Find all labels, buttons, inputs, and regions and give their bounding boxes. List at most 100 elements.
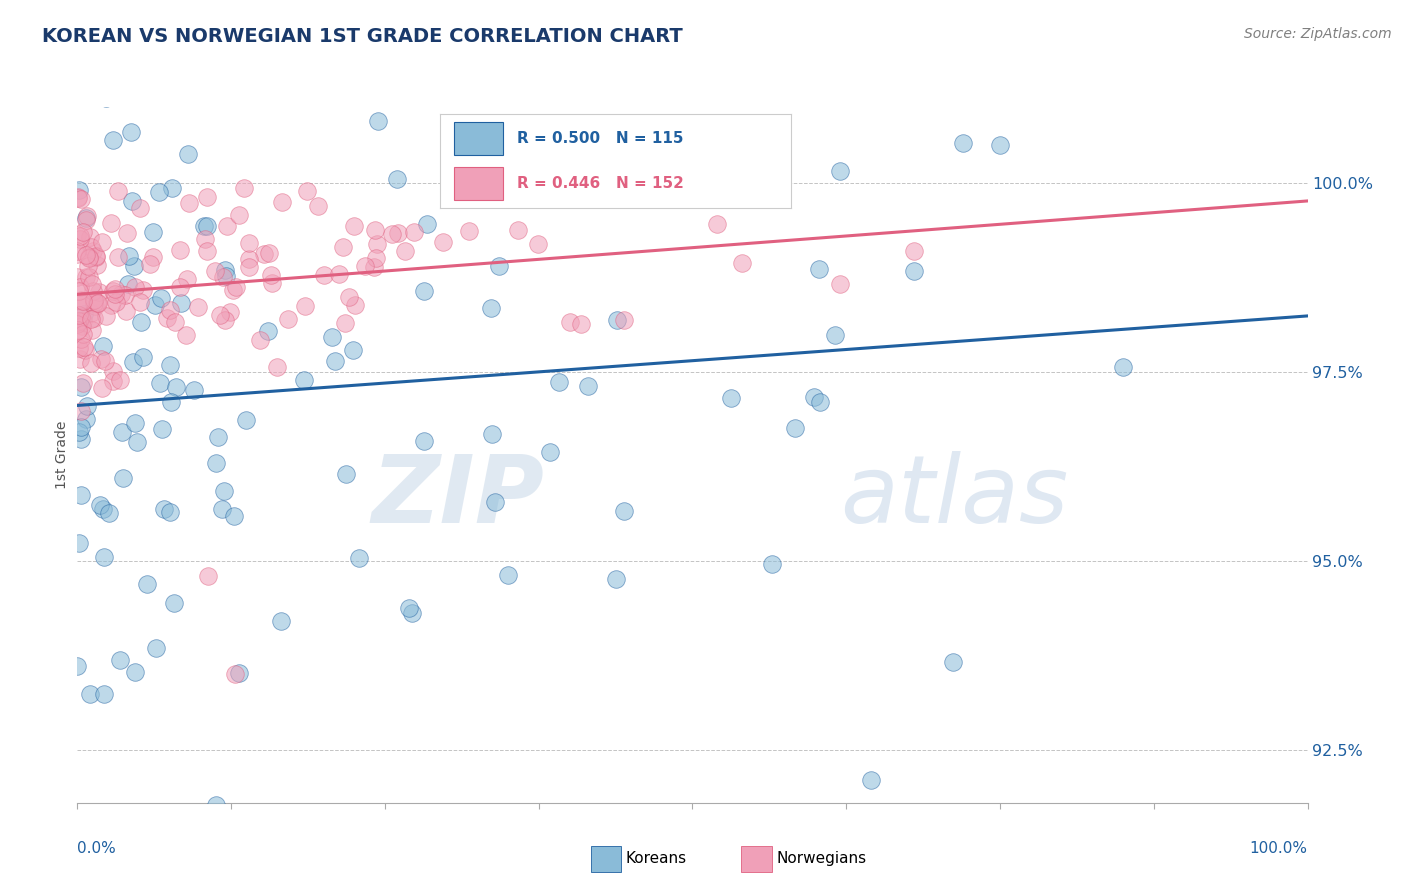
Point — [212, 270, 235, 285]
Point — [720, 391, 742, 405]
Point — [149, 291, 172, 305]
Point — [233, 181, 256, 195]
Point — [127, 435, 149, 450]
Point — [446, 173, 468, 187]
Point — [830, 163, 852, 178]
Point — [215, 269, 238, 284]
Point — [613, 504, 636, 518]
Point — [82, 277, 104, 291]
Point — [363, 260, 385, 274]
Point — [366, 237, 388, 252]
Point — [72, 318, 94, 333]
Point — [177, 196, 200, 211]
Point — [605, 572, 627, 586]
Text: Source: ZipAtlas.com: Source: ZipAtlas.com — [1244, 27, 1392, 41]
Point — [706, 217, 728, 231]
Point — [343, 298, 366, 312]
Point — [67, 313, 90, 327]
Point — [204, 456, 226, 470]
Point — [277, 311, 299, 326]
Point — [252, 246, 274, 260]
Point — [80, 356, 103, 370]
Point — [93, 46, 115, 61]
Point — [72, 314, 94, 328]
Point — [211, 501, 233, 516]
Point — [67, 316, 90, 330]
Point — [238, 252, 260, 266]
Point — [538, 445, 561, 459]
Point — [101, 284, 124, 298]
Point — [381, 227, 404, 242]
Point — [118, 249, 141, 263]
Point — [107, 250, 129, 264]
Point — [79, 250, 101, 264]
Point — [93, 550, 115, 565]
Point — [238, 260, 260, 275]
Point — [67, 323, 90, 337]
Point — [132, 283, 155, 297]
Point — [90, 351, 112, 366]
Text: Koreans: Koreans — [626, 852, 686, 866]
Point — [82, 244, 104, 258]
Point — [270, 195, 292, 210]
Point — [387, 226, 409, 240]
Point — [149, 376, 172, 391]
Point — [72, 225, 94, 239]
Point — [328, 267, 350, 281]
Point — [228, 208, 250, 222]
Point — [163, 596, 186, 610]
Point — [111, 425, 134, 440]
Point — [101, 374, 124, 388]
Point — [207, 430, 229, 444]
Point — [183, 383, 205, 397]
Point — [72, 376, 94, 390]
Point — [86, 258, 108, 272]
Point — [228, 665, 250, 680]
Point — [139, 257, 162, 271]
Point — [323, 354, 346, 368]
Point — [103, 287, 125, 301]
Point — [335, 467, 357, 481]
Point — [526, 236, 548, 251]
Point — [225, 280, 247, 294]
Point — [79, 230, 101, 244]
Point — [98, 506, 121, 520]
Point — [91, 339, 114, 353]
Point — [177, 147, 200, 161]
Point — [91, 816, 114, 830]
Point — [66, 73, 89, 87]
Point — [165, 315, 187, 329]
Point — [142, 250, 165, 264]
Point — [69, 433, 91, 447]
Point — [145, 641, 167, 656]
Point — [70, 404, 93, 418]
Point — [160, 181, 183, 195]
Point — [72, 293, 94, 308]
Point — [808, 395, 831, 409]
Point — [114, 288, 136, 302]
Point — [75, 270, 97, 285]
Point — [238, 236, 260, 251]
Point — [488, 259, 510, 273]
Point — [66, 318, 89, 332]
Text: atlas: atlas — [841, 451, 1069, 542]
Point — [260, 276, 283, 290]
Point — [576, 379, 599, 393]
Point — [129, 315, 152, 329]
Point — [132, 350, 155, 364]
Point — [121, 355, 143, 369]
Point — [104, 282, 127, 296]
Point — [224, 667, 246, 681]
Point — [195, 190, 218, 204]
Point — [120, 125, 142, 139]
Point — [156, 310, 179, 325]
Point — [110, 287, 132, 301]
Point — [496, 568, 519, 582]
Point — [69, 232, 91, 246]
Point — [613, 313, 636, 327]
Point — [193, 219, 215, 233]
Text: KOREAN VS NORWEGIAN 1ST GRADE CORRELATION CHART: KOREAN VS NORWEGIAN 1ST GRADE CORRELATIO… — [42, 27, 683, 45]
Point — [70, 488, 93, 502]
Point — [129, 294, 152, 309]
Point — [91, 502, 114, 516]
